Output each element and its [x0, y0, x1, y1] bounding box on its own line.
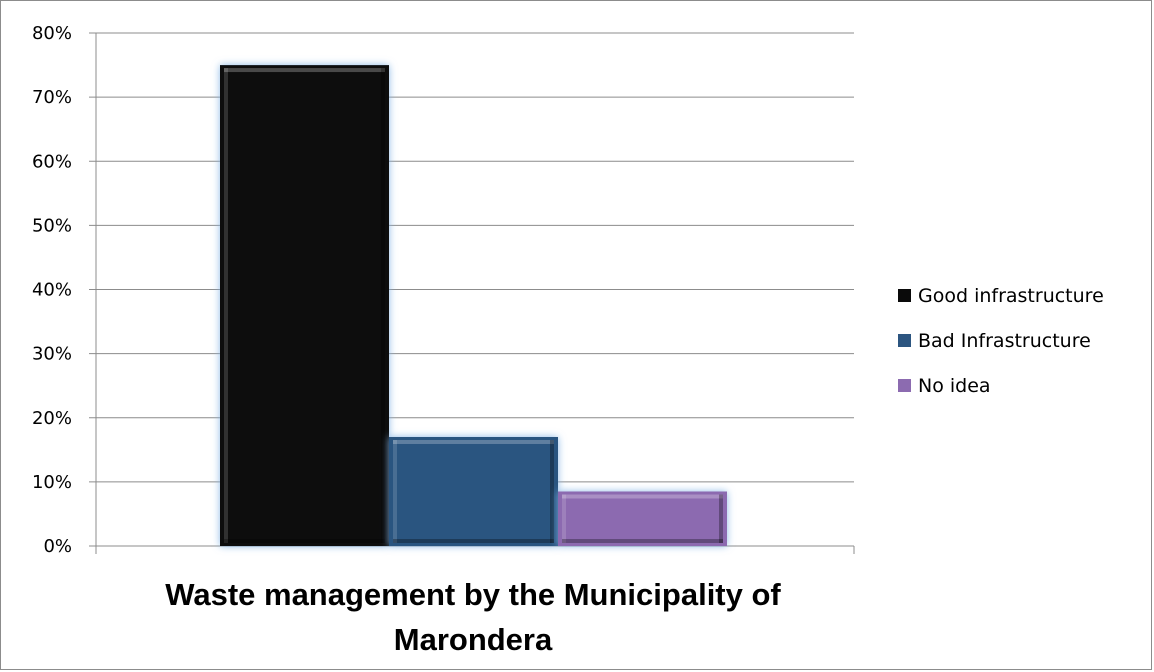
- y-tick-label: 20%: [32, 408, 72, 429]
- bar-no-idea: [558, 491, 727, 546]
- bar-bevel-top: [393, 439, 554, 444]
- bar-bevel-left: [224, 68, 228, 543]
- legend-label: Bad Infrastructure: [918, 330, 1091, 352]
- bar-bevel-left: [393, 439, 397, 543]
- gridlines: [96, 32, 854, 483]
- bar: [389, 436, 558, 546]
- bar-bevel-bottom: [224, 539, 385, 543]
- bar-bevel-right: [381, 68, 385, 543]
- legend-label: Good infrastructure: [918, 285, 1104, 307]
- y-tick-label: 0%: [43, 536, 72, 557]
- bar: [220, 65, 389, 546]
- legend-swatch: [898, 379, 911, 392]
- bar-bevel-bottom: [562, 539, 723, 543]
- legend-item: Good infrastructure: [898, 285, 1104, 307]
- bar-bevel-left: [562, 494, 566, 543]
- y-tick-label: 60%: [32, 151, 72, 172]
- y-tick-label: 80%: [32, 23, 72, 44]
- legend-item: Bad Infrastructure: [898, 330, 1091, 352]
- legend-swatch: [898, 334, 911, 347]
- y-tick-label: 50%: [32, 215, 72, 236]
- x-axis-label: Waste management by the Municipality of M…: [165, 577, 781, 657]
- bar-bevel-right: [550, 439, 554, 543]
- legend-swatch: [898, 289, 911, 302]
- bar-bevel-right: [719, 494, 723, 543]
- y-tick-label: 30%: [32, 344, 72, 365]
- bar-bevel-top: [224, 68, 385, 73]
- bar-good-infrastructure: [220, 65, 389, 546]
- bar-bevel-top: [562, 494, 723, 499]
- legend-label: No idea: [918, 375, 991, 397]
- legend-item: No idea: [898, 375, 991, 397]
- y-tick-label: 10%: [32, 472, 72, 493]
- bar-bevel-bottom: [393, 539, 554, 543]
- y-tick-label: 40%: [32, 280, 72, 301]
- bar-bad-infrastructure: [389, 436, 558, 546]
- y-tick-label: 70%: [32, 87, 72, 108]
- bar: [558, 491, 727, 546]
- x-axis-label-line: Waste management by the Municipality of: [165, 577, 781, 612]
- legend: Good infrastructure Bad Infrastructure No …: [898, 285, 1104, 397]
- bars: [220, 65, 727, 546]
- x-axis-label-line: Marondera: [394, 622, 553, 657]
